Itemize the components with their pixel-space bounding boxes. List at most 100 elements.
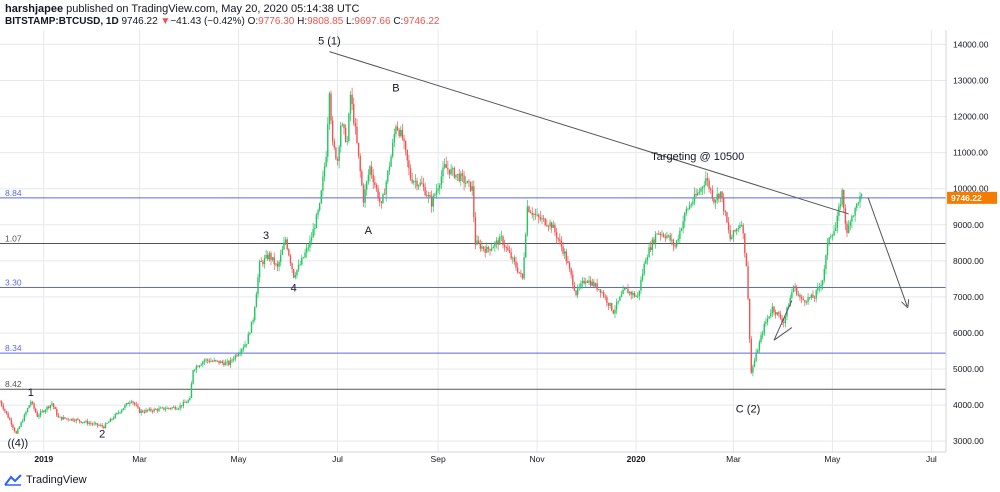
candle-body	[502, 236, 504, 245]
candle-body	[49, 404, 52, 408]
candle-body	[169, 408, 172, 410]
candle-body	[435, 190, 438, 195]
trend-line	[329, 51, 849, 215]
candle-body	[124, 405, 126, 409]
candle-body	[547, 226, 550, 227]
candle-body	[520, 272, 522, 274]
high-label: H:	[297, 16, 308, 27]
candle-body	[474, 217, 477, 245]
publisher-name[interactable]: harshjapee	[5, 3, 64, 15]
candle-body	[369, 166, 371, 176]
candle-body	[395, 126, 397, 135]
x-tick-label: Jul	[332, 454, 343, 464]
close-label: C:	[393, 16, 404, 27]
candle-body	[205, 359, 207, 361]
candle-body	[208, 360, 211, 362]
level-label: 3.30	[5, 278, 22, 288]
candle-body	[275, 263, 277, 265]
candle-body	[739, 225, 741, 229]
candle-body	[244, 344, 246, 348]
candle-body	[654, 234, 657, 244]
candle-body	[632, 292, 634, 295]
candle-body	[690, 204, 692, 206]
candle-body	[731, 237, 733, 240]
candle-body	[366, 181, 368, 190]
candle-body	[260, 261, 262, 263]
symbol-label[interactable]: BITSTAMP:BTCUSD, 1D	[5, 16, 119, 27]
candle-body	[567, 261, 569, 263]
candle-body	[442, 167, 444, 177]
candle-body	[78, 419, 81, 422]
candle-body	[460, 173, 462, 182]
candle-body	[847, 225, 850, 234]
candle-body	[429, 195, 431, 197]
candle-body	[662, 234, 665, 237]
candle-body	[810, 294, 813, 298]
tradingview-logo[interactable]: TradingView	[4, 474, 87, 486]
candle-body	[4, 409, 6, 412]
candle-body	[328, 93, 331, 125]
candle-body	[142, 410, 144, 412]
candle-body	[36, 412, 39, 417]
candle-body	[598, 289, 600, 291]
candle-body	[75, 419, 77, 422]
candle-body	[309, 240, 311, 248]
low-value: 9697.66	[354, 16, 391, 27]
candle-body	[447, 168, 449, 170]
candle-body	[417, 185, 420, 187]
candle-body	[288, 249, 290, 256]
candle-body	[403, 138, 405, 142]
candle-body	[174, 406, 176, 410]
candle-body	[593, 281, 595, 287]
candle-body	[176, 408, 178, 410]
candle-body	[781, 318, 783, 323]
candle-body	[719, 191, 722, 199]
candle-body	[541, 218, 543, 220]
candle-body	[539, 217, 542, 220]
candle-body	[774, 311, 777, 315]
candle-body	[338, 146, 340, 161]
candle-body	[821, 280, 824, 285]
x-tick-label: Sep	[431, 454, 446, 464]
candle-body	[471, 186, 473, 191]
candle-body	[646, 257, 649, 261]
candle-body	[390, 156, 392, 167]
y-tick-label: 6000.00	[953, 328, 984, 338]
candle-body	[505, 247, 507, 248]
chart-header: harshjapee published on TradingView.com,…	[0, 0, 1000, 30]
candle-body	[591, 281, 593, 286]
candle-body	[797, 294, 800, 296]
candle-body	[367, 175, 370, 182]
candle-body	[41, 410, 43, 412]
candle-body	[826, 243, 829, 256]
candle-body	[33, 403, 35, 409]
candle-body	[643, 263, 645, 275]
candle-body	[15, 431, 17, 434]
candle-body	[669, 235, 671, 241]
candle-body	[828, 237, 830, 244]
candle-body	[210, 361, 212, 362]
candle-body	[695, 194, 697, 196]
candle-body	[307, 247, 310, 249]
candle-body	[851, 216, 853, 222]
candle-body	[192, 370, 194, 384]
candle-body	[763, 323, 765, 334]
candle-body	[391, 142, 394, 157]
candle-body	[638, 290, 641, 296]
last-price-label: 9746.22	[951, 193, 982, 203]
candle-body	[104, 423, 107, 429]
candle-body	[346, 141, 348, 142]
candle-body	[560, 240, 563, 247]
candle-body	[482, 246, 485, 249]
candle-body	[601, 292, 603, 294]
candle-body	[744, 233, 746, 254]
candle-body	[13, 427, 16, 432]
candle-body	[724, 211, 727, 213]
candle-body	[555, 232, 558, 239]
candle-body	[276, 263, 279, 267]
candle-body	[22, 420, 24, 423]
candle-body	[166, 407, 168, 410]
candle-body	[437, 188, 439, 191]
candle-body	[70, 418, 73, 421]
